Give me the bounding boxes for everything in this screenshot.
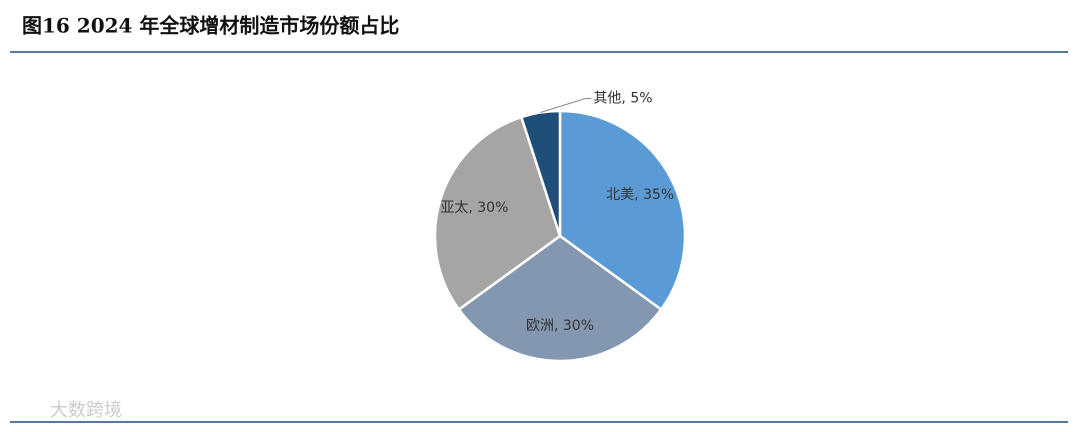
chart-title: 图16 2024 年全球增材制造市场份额占比 <box>22 14 399 38</box>
pie-slice <box>457 234 663 363</box>
watermark: 大数跨境 <box>50 400 122 421</box>
pie-slice <box>519 109 562 237</box>
data-label: 北美, 35% <box>606 187 674 203</box>
pie-slice <box>433 115 562 312</box>
leader-line <box>540 98 592 114</box>
data-label: 亚太, 30% <box>440 200 508 216</box>
pie-slice <box>558 109 687 312</box>
data-label: 其他, 5% <box>593 91 652 107</box>
data-label: 欧洲, 30% <box>526 318 594 334</box>
